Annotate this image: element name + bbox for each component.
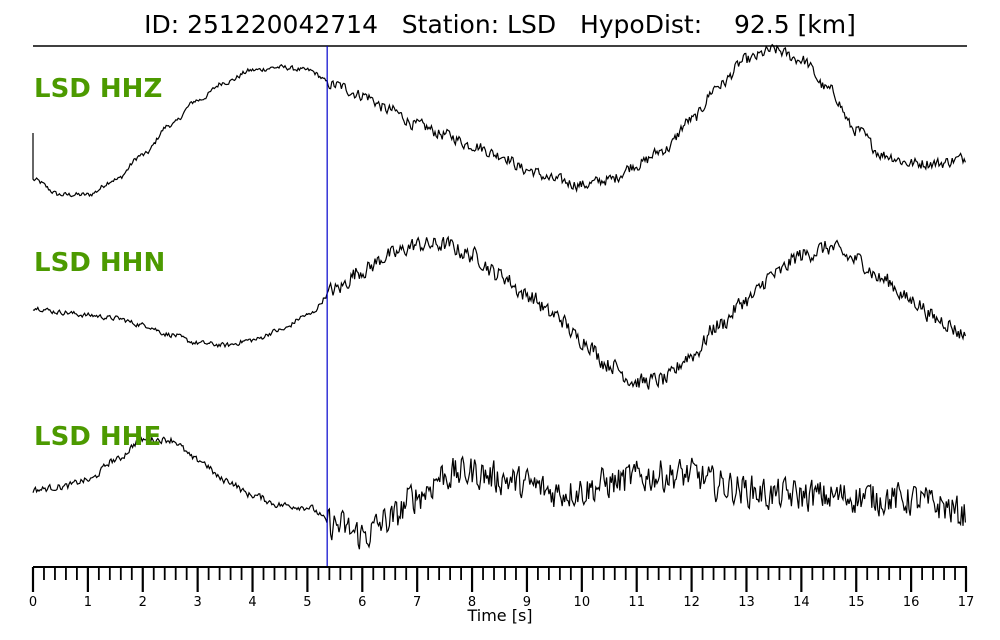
x-tick-label: 3 <box>194 595 202 610</box>
trace-label-hhz: LSD HHZ <box>34 74 163 104</box>
x-tick-label: 5 <box>303 595 311 610</box>
x-tick-label: 4 <box>248 595 256 610</box>
x-tick-label: 0 <box>29 595 37 610</box>
trace-lsd-hhn <box>32 235 966 390</box>
x-tick-label: 17 <box>958 595 975 610</box>
x-tick-label: 10 <box>574 595 591 610</box>
x-tick-label: 12 <box>683 595 700 610</box>
x-tick-label: 7 <box>413 595 421 610</box>
x-tick-label: 15 <box>848 595 865 610</box>
x-tick-label: 6 <box>358 595 366 610</box>
x-tick-label: 14 <box>793 595 810 610</box>
x-tick-label: 9 <box>523 595 531 610</box>
trace-label-hhe: LSD HHE <box>34 422 162 452</box>
trace-lsd-hhe <box>32 436 966 550</box>
x-tick-label: 8 <box>468 595 476 610</box>
trace-lsd-hhz <box>32 43 966 198</box>
x-tick-label: 1 <box>84 595 92 610</box>
x-axis-label: Time [s] <box>467 606 533 625</box>
trace-label-hhn: LSD HHN <box>34 248 166 278</box>
chart-title: ID: 251220042714 Station: LSD HypoDist: … <box>144 10 856 39</box>
x-tick-label: 2 <box>139 595 147 610</box>
x-tick-label: 16 <box>903 595 920 610</box>
x-tick-label: 13 <box>738 595 755 610</box>
x-tick-label: 11 <box>628 595 645 610</box>
